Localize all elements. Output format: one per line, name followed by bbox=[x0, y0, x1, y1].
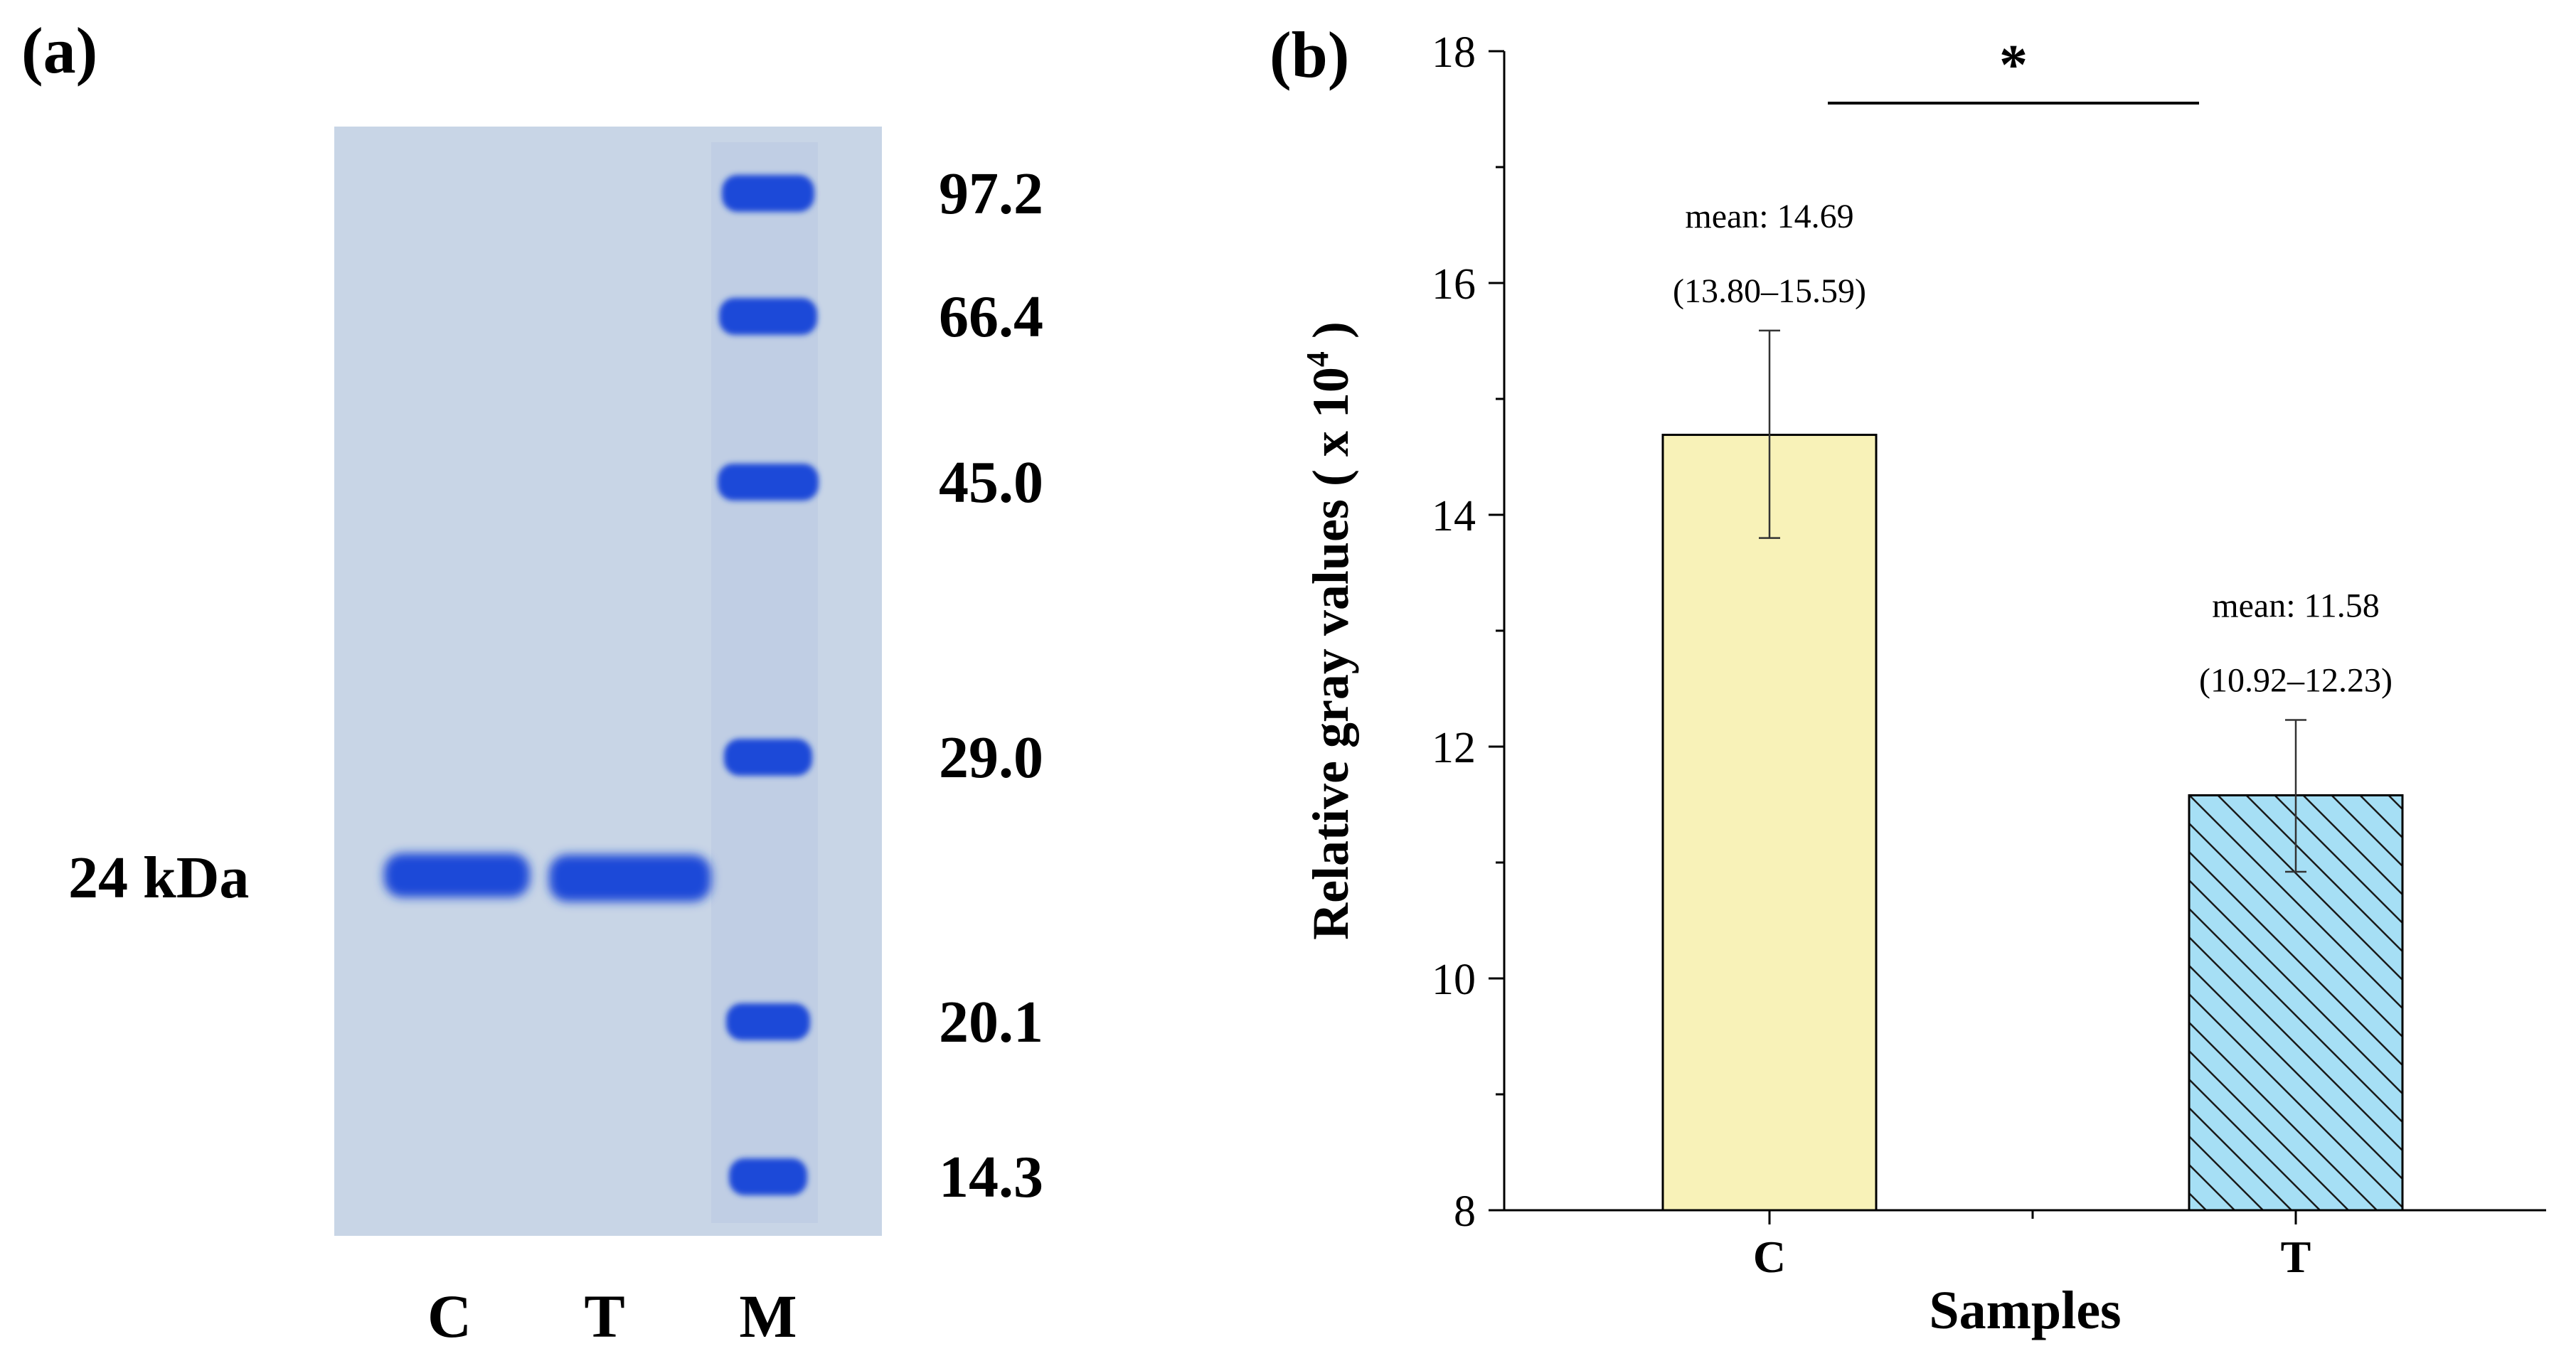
y-tick-label-12: 12 bbox=[1432, 724, 1476, 772]
marker-label-20-1: 20.1 bbox=[939, 989, 1043, 1055]
bar-chart: 8 10 12 14 16 18 mean: 14.69 (13.80–15.59) Cmean… bbox=[1300, 28, 2546, 1340]
panel-a: (a) 97.2 66.4 45.0 29.0 20.1 14.3 24 kDa C T M bbox=[21, 14, 1043, 1350]
y-axis-label-main: Relative gray values ( x 10 bbox=[1302, 367, 1359, 940]
y-tick-label-8: 8 bbox=[1454, 1187, 1476, 1236]
y-axis-label-end: ) bbox=[1302, 321, 1359, 351]
panel-b: (b) 8 10 12 14 16 18 mean: 14.69 (13.80–15.59) C… bbox=[1270, 18, 2546, 1340]
marker-label-14-3: 14.3 bbox=[939, 1144, 1043, 1210]
y-tick-label-16: 16 bbox=[1432, 260, 1476, 309]
marker-label-97-2: 97.2 bbox=[939, 161, 1043, 227]
bar-c bbox=[1661, 434, 1878, 1212]
band-lane-c bbox=[384, 853, 530, 897]
lane-label-c: C bbox=[427, 1282, 472, 1350]
band-lane-t bbox=[549, 855, 711, 902]
sample-bands bbox=[384, 853, 711, 902]
x-tick-label-t: T bbox=[2281, 1232, 2311, 1282]
x-tick-label-c: C bbox=[1753, 1232, 1786, 1282]
mean-label-c: mean: 14.69 bbox=[1685, 198, 1853, 235]
marker-band-14-3 bbox=[729, 1158, 807, 1195]
marker-band-45-0 bbox=[718, 464, 819, 501]
marker-label-66-4: 66.4 bbox=[939, 284, 1043, 350]
y-axis-label: Relative gray values ( x 104 ) bbox=[1300, 321, 1359, 940]
y-tick-label-10: 10 bbox=[1432, 956, 1476, 1004]
marker-labels: 97.2 66.4 45.0 29.0 20.1 14.3 bbox=[939, 161, 1043, 1210]
range-label-t: (10.92–12.23) bbox=[2199, 662, 2393, 700]
marker-bands bbox=[718, 175, 819, 1195]
marker-band-29-0 bbox=[724, 739, 812, 776]
mean-label-t: mean: 11.58 bbox=[2212, 587, 2380, 625]
y-axis-label-exponent: 4 bbox=[1300, 351, 1335, 367]
x-axis-label: Samples bbox=[1929, 1281, 2121, 1340]
band-size-label: 24 kDa bbox=[68, 845, 249, 911]
marker-band-66-4 bbox=[719, 298, 817, 335]
y-tick-label-14: 14 bbox=[1432, 492, 1476, 540]
panel-b-label: (b) bbox=[1270, 18, 1349, 91]
marker-band-20-1 bbox=[726, 1003, 810, 1040]
panel-a-label: (a) bbox=[21, 14, 97, 87]
marker-label-45-0: 45.0 bbox=[939, 449, 1043, 516]
range-label-c: (13.80–15.59) bbox=[1673, 272, 1866, 310]
marker-label-29-0: 29.0 bbox=[939, 725, 1043, 791]
marker-band-97-2 bbox=[722, 175, 814, 212]
lane-label-m: M bbox=[739, 1282, 797, 1350]
lane-label-t: T bbox=[584, 1282, 624, 1350]
y-tick-label-18: 18 bbox=[1432, 28, 1476, 77]
significance-marker: * bbox=[1999, 34, 2028, 97]
